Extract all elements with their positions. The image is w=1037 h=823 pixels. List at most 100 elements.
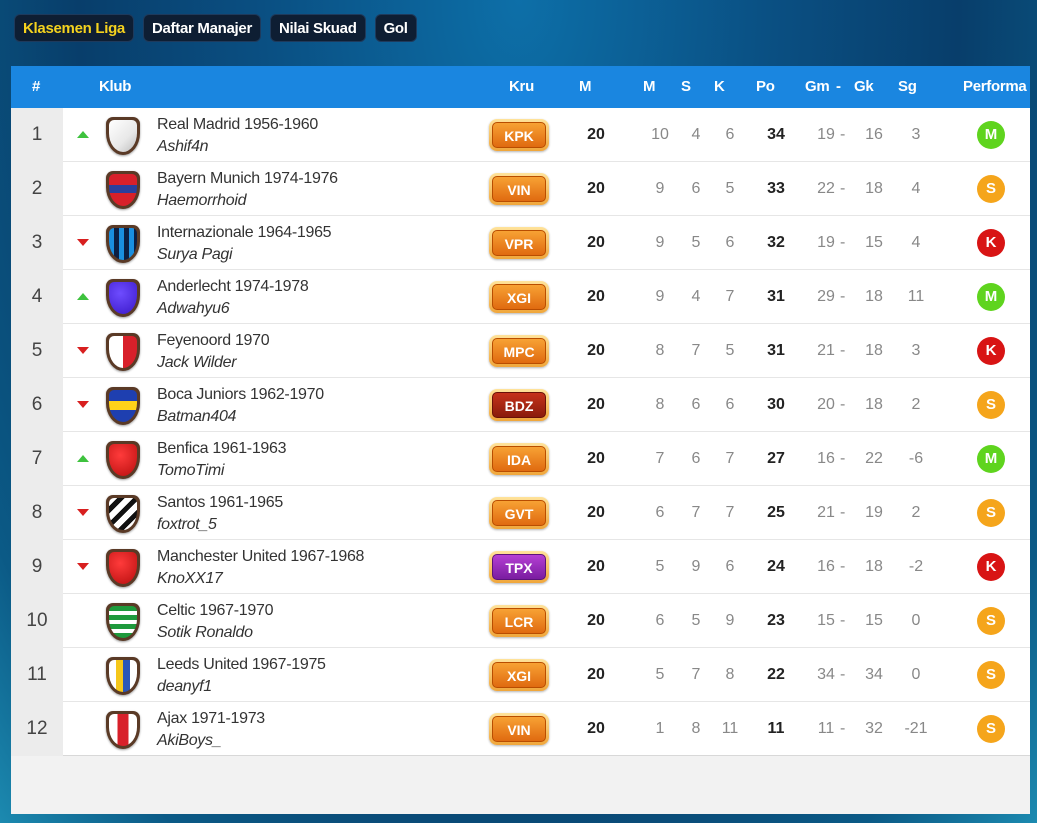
goals-separator: - <box>840 612 846 629</box>
tab-manager-list[interactable]: Daftar Manajer <box>142 14 261 42</box>
crew-badge[interactable]: BDZ <box>489 389 549 421</box>
club-name[interactable]: Manchester United 1967-1968 <box>157 548 365 565</box>
goals-against-cell: 18 <box>865 180 883 197</box>
played-cell: 20 <box>587 450 605 467</box>
table-row[interactable]: 8 Santos 1961-1965 foxtrot_5 GVT 20 6 7 7 25 21- 1… <box>11 486 1030 540</box>
crew-badge[interactable]: LCR <box>489 605 549 637</box>
crew-badge[interactable]: XGI <box>489 659 549 691</box>
table-row[interactable]: 10 Celtic 1967-1970 Sotik Ronaldo LCR 20 6 5 9 2… <box>11 594 1030 648</box>
goals-against-cell: 16 <box>865 126 883 143</box>
col-goal-diff[interactable]: Sg <box>898 78 917 95</box>
rank-cell: 9 <box>11 540 63 594</box>
manager-name[interactable]: Batman404 <box>157 408 237 425</box>
trend-down-icon <box>77 347 89 354</box>
played-cell: 20 <box>587 180 605 197</box>
rank-cell: 12 <box>11 702 63 756</box>
club-name[interactable]: Anderlecht 1974-1978 <box>157 278 309 295</box>
crew-code: XGI <box>492 662 546 688</box>
crew-code: IDA <box>492 446 546 472</box>
manager-name[interactable]: Ashif4n <box>157 138 209 155</box>
club-name[interactable]: Boca Juniors 1962-1970 <box>157 386 324 403</box>
losses-cell: 7 <box>725 504 735 521</box>
manager-name[interactable]: Sotik Ronaldo <box>157 624 253 641</box>
goals-against-cell: 15 <box>865 234 883 251</box>
col-crew[interactable]: Kru <box>509 78 534 95</box>
col-goals-against[interactable]: Gk <box>854 78 874 95</box>
manager-name[interactable]: Adwahyu6 <box>157 300 230 317</box>
form-badge: S <box>977 661 1005 689</box>
col-loss[interactable]: K <box>714 78 725 95</box>
rank-cell: 2 <box>11 162 63 216</box>
crew-badge[interactable]: TPX <box>489 551 549 583</box>
crew-badge[interactable]: VPR <box>489 227 549 259</box>
manager-name[interactable]: TomoTimi <box>157 462 225 479</box>
club-crest-icon <box>106 171 140 209</box>
table-row[interactable]: 2 Bayern Munich 1974-1976 Haemorrhoid VIN 20… <box>11 162 1030 216</box>
club-name[interactable]: Feyenoord 1970 <box>157 332 270 349</box>
col-form[interactable]: Performa <box>963 78 1027 95</box>
table-row[interactable]: 4 Anderlecht 1974-1978 Adwahyu6 XGI 20 9 4 7 31 2… <box>11 270 1030 324</box>
goals-against-cell: 18 <box>865 342 883 359</box>
manager-name[interactable]: KnoXX17 <box>157 570 223 587</box>
tab-goals[interactable]: Gol <box>374 14 417 42</box>
club-name[interactable]: Leeds United 1967-1975 <box>157 656 326 673</box>
table-row[interactable]: 6 Boca Juniors 1962-1970 Batman404 BDZ 20 8 6 6… <box>11 378 1030 432</box>
goals-separator: - <box>840 396 846 413</box>
crew-badge[interactable]: IDA <box>489 443 549 475</box>
goals-for-cell: 11 <box>817 720 835 737</box>
manager-name[interactable]: Jack Wilder <box>157 354 237 371</box>
goal-diff-cell: -2 <box>908 558 924 575</box>
table-row[interactable]: 3 Internazionale 1964-1965 Surya Pagi VPR 20… <box>11 216 1030 270</box>
col-rank[interactable]: # <box>32 78 41 95</box>
crew-badge[interactable]: KPK <box>489 119 549 151</box>
tab-league-standings[interactable]: Klasemen Liga <box>14 14 134 42</box>
table-row[interactable]: 11 Leeds United 1967-1975 deanyf1 XGI 20 5 7 8 2… <box>11 648 1030 702</box>
manager-name[interactable]: Surya Pagi <box>157 246 233 263</box>
crew-badge[interactable]: XGI <box>489 281 549 313</box>
played-cell: 20 <box>587 342 605 359</box>
wins-cell: 9 <box>655 288 665 305</box>
col-goals-for[interactable]: Gm <box>805 78 830 95</box>
club-name[interactable]: Internazionale 1964-1965 <box>157 224 332 241</box>
club-name[interactable]: Benfica 1961-1963 <box>157 440 287 457</box>
manager-name[interactable]: AkiBoys_ <box>157 732 222 749</box>
manager-name[interactable]: Haemorrhoid <box>157 192 247 209</box>
club-name[interactable]: Bayern Munich 1974-1976 <box>157 170 338 187</box>
rank-cell: 6 <box>11 378 63 432</box>
points-cell: 11 <box>767 720 785 737</box>
table-row[interactable]: 1 Real Madrid 1956-1960 Ashif4n KPK 20 10 4 6 34… <box>11 108 1030 162</box>
club-name[interactable]: Ajax 1971-1973 <box>157 710 265 727</box>
points-cell: 25 <box>767 504 785 521</box>
form-badge: M <box>977 283 1005 311</box>
draws-cell: 6 <box>691 450 701 467</box>
trend-down-icon <box>77 509 89 516</box>
table-row[interactable]: 12 Ajax 1971-1973 AkiBoys_ VIN 20 1 8 11 11 11-32… <box>11 702 1030 756</box>
goal-diff-cell: 11 <box>907 288 925 305</box>
col-draw[interactable]: S <box>681 78 691 95</box>
club-name[interactable]: Real Madrid 1956-1960 <box>157 116 318 133</box>
draws-cell: 4 <box>691 126 701 143</box>
crew-badge[interactable]: MPC <box>489 335 549 367</box>
crew-badge[interactable]: VIN <box>489 713 549 745</box>
col-separator: - <box>836 78 841 95</box>
col-club[interactable]: Klub <box>99 78 132 95</box>
manager-name[interactable]: foxtrot_5 <box>157 516 217 533</box>
club-crest-icon <box>106 549 140 587</box>
trend-down-icon <box>77 401 89 408</box>
table-header: # Klub Kru M M S K Po Gm - Gk Sg Perform… <box>11 66 1030 108</box>
col-points[interactable]: Po <box>756 78 775 95</box>
tab-squad-value[interactable]: Nilai Skuad <box>270 14 366 42</box>
form-badge: S <box>977 499 1005 527</box>
club-name[interactable]: Santos 1961-1965 <box>157 494 283 511</box>
rank-cell: 11 <box>11 648 63 702</box>
goal-diff-cell: 2 <box>911 396 921 413</box>
manager-name[interactable]: deanyf1 <box>157 678 212 695</box>
club-name[interactable]: Celtic 1967-1970 <box>157 602 274 619</box>
crew-badge[interactable]: GVT <box>489 497 549 529</box>
col-win[interactable]: M <box>643 78 656 95</box>
table-row[interactable]: 7 Benfica 1961-1963 TomoTimi IDA 20 7 6 7 27 16- 2… <box>11 432 1030 486</box>
table-row[interactable]: 5 Feyenoord 1970 Jack Wilder MPC 20 8 7 5 31 21- 1… <box>11 324 1030 378</box>
table-row[interactable]: 9 Manchester United 1967-1968 KnoXX17 TPX 20… <box>11 540 1030 594</box>
crew-badge[interactable]: VIN <box>489 173 549 205</box>
col-played[interactable]: M <box>579 78 592 95</box>
